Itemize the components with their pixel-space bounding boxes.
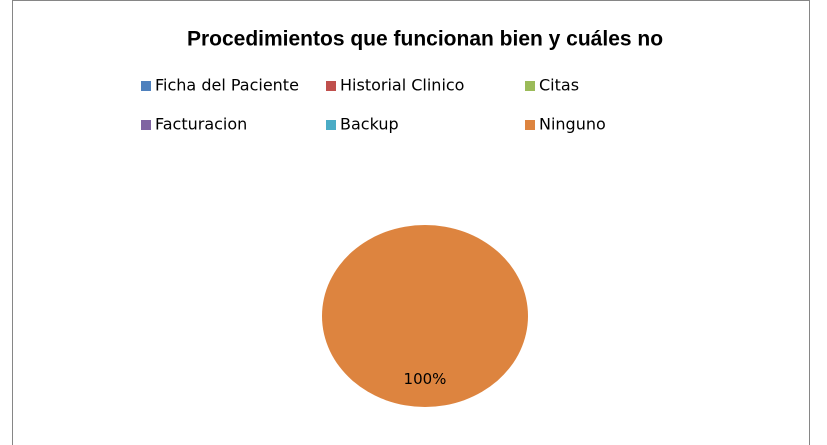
chart-title: Procedimientos que funcionan bien y cuál… — [187, 28, 663, 51]
legend-swatch — [141, 81, 151, 91]
pie-slice — [322, 225, 528, 407]
legend-label: Backup — [340, 115, 399, 134]
legend-label: Citas — [539, 76, 579, 95]
legend-swatch — [326, 81, 336, 91]
legend-swatch — [525, 81, 535, 91]
legend-swatch — [525, 120, 535, 130]
legend-swatch — [326, 120, 336, 130]
legend-label: Historial Clinico — [340, 76, 464, 95]
legend-label: Ninguno — [539, 115, 606, 134]
legend-swatch — [141, 120, 151, 130]
legend-label: Ficha del Paciente — [155, 76, 299, 95]
data-label: 100% — [404, 370, 447, 388]
legend-label: Facturacion — [155, 115, 247, 134]
